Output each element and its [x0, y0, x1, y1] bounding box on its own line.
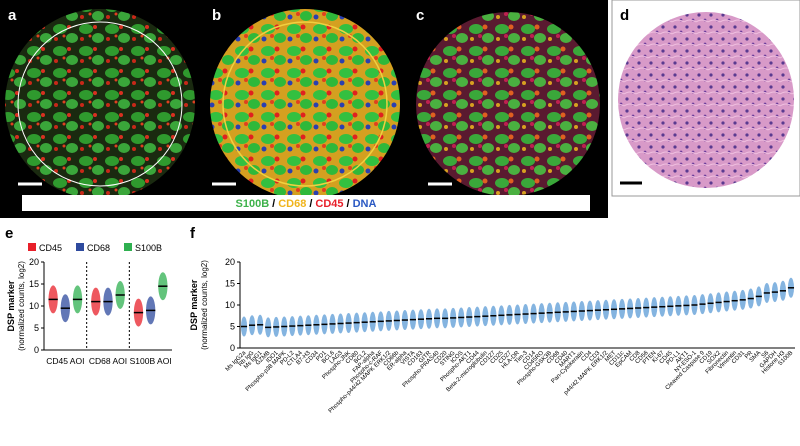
legend-label: S100B	[135, 243, 162, 253]
stain-legend: S100B / CD68/CD45/DNA	[236, 198, 377, 210]
stain-name: CD68	[278, 198, 306, 210]
tissue-image-a	[5, 9, 195, 199]
y-tick-label: 5	[230, 322, 235, 332]
separator: /	[309, 198, 312, 210]
legend-swatch	[76, 243, 84, 251]
panel-label: c	[416, 7, 424, 24]
y-tick-label: 10	[29, 301, 39, 311]
y-tick-label: 0	[34, 345, 39, 355]
x-tick-label: PR	[744, 350, 755, 361]
stain-legend-box	[22, 195, 590, 211]
y-axis-label: (normalized counts, log2)	[200, 260, 209, 350]
panel-label: a	[8, 7, 17, 24]
stain-name: DNA	[353, 198, 377, 210]
legend-label: CD45	[39, 243, 62, 253]
panel-label: b	[212, 7, 221, 24]
y-tick-label: 10	[225, 300, 235, 310]
stain-name: S100B	[236, 198, 270, 210]
y-tick-label: 5	[34, 323, 39, 333]
panel-label: d	[620, 7, 629, 24]
y-axis-label: DSP marker	[6, 280, 16, 331]
legend-swatch	[124, 243, 132, 251]
y-axis-label: (normalized counts, log2)	[17, 261, 26, 351]
y-tick-label: 20	[225, 257, 235, 267]
tissue-image-c	[416, 12, 600, 196]
stain-name: CD45	[315, 198, 343, 210]
panel-label: f	[190, 225, 196, 242]
x-tick-label: S100B AOI	[130, 356, 172, 366]
separator: /	[347, 198, 350, 210]
y-tick-label: 15	[225, 279, 235, 289]
separator: /	[272, 198, 275, 210]
y-axis-label: DSP marker	[189, 279, 199, 330]
legend-swatch	[28, 243, 36, 251]
tissue-image-b	[210, 9, 400, 199]
legend-label: CD68	[87, 243, 110, 253]
x-tick-label: CD45 AOI	[46, 356, 84, 366]
he-image	[618, 12, 794, 188]
y-tick-label: 20	[29, 257, 39, 267]
x-tick-label: CD68 AOI	[89, 356, 127, 366]
y-tick-label: 15	[29, 279, 39, 289]
panel-label: e	[5, 225, 13, 242]
y-tick-label: 0	[230, 343, 235, 353]
roi-circle	[222, 21, 388, 187]
roi-circle	[17, 21, 183, 187]
x-tick-label: S6	[761, 350, 771, 360]
